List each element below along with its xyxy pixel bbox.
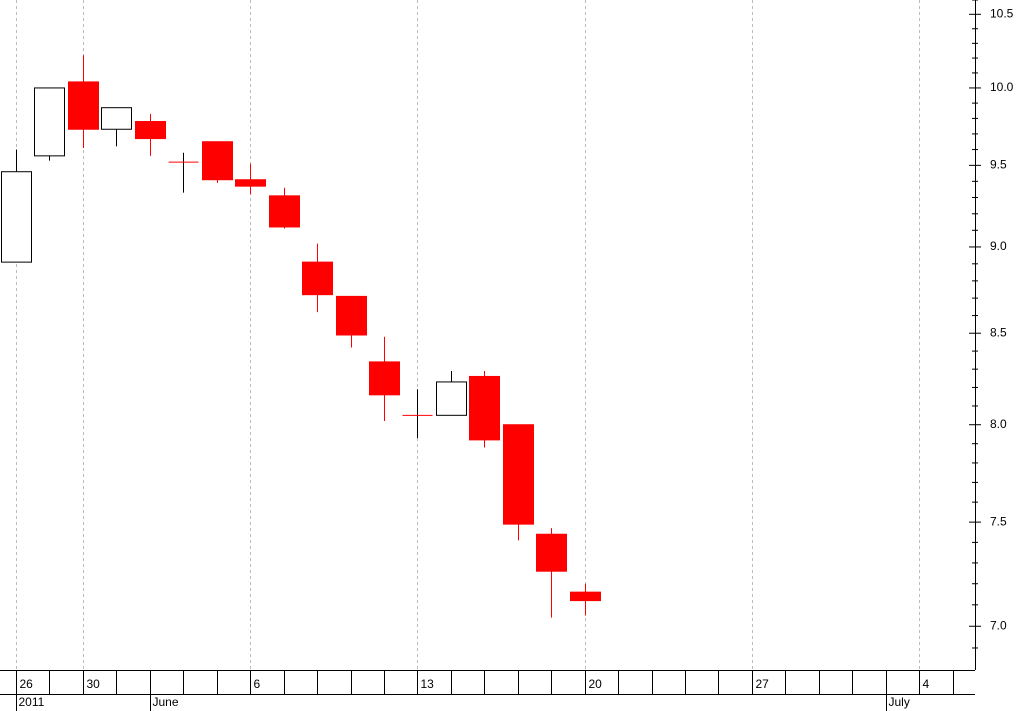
candle-body	[34, 87, 65, 157]
candle-body	[469, 375, 500, 441]
candle-body	[369, 361, 400, 396]
candle-body	[570, 591, 601, 602]
x-tick-label: 13	[421, 677, 435, 691]
candle-body	[1, 171, 32, 263]
candle-body	[269, 195, 300, 228]
x-tick-label: 27	[756, 677, 770, 691]
y-tick-label: 7.0	[990, 618, 1007, 632]
period-label: 2011	[19, 695, 45, 709]
y-tick-label: 7.5	[990, 514, 1007, 528]
candle-body	[101, 107, 132, 130]
x-tick-label: 26	[20, 677, 34, 691]
y-tick-label: 8.0	[990, 417, 1007, 431]
y-tick-label: 10.0	[990, 80, 1014, 94]
candle-body	[503, 424, 534, 525]
period-label: June	[153, 695, 179, 709]
candle-body	[536, 533, 567, 572]
y-tick-label: 9.0	[990, 239, 1007, 253]
y-tick-label: 9.5	[990, 158, 1007, 172]
x-tick-label: 4	[923, 677, 930, 691]
candle-body	[68, 81, 99, 130]
candle-body	[436, 381, 467, 416]
candle-body	[235, 179, 266, 187]
candle-body	[202, 141, 233, 181]
y-tick-label: 10.5	[990, 6, 1014, 20]
x-tick-label: 20	[589, 677, 603, 691]
candle-body	[302, 261, 333, 296]
candle-body	[135, 121, 166, 140]
candle-body	[336, 295, 367, 336]
x-tick-label: 30	[87, 677, 101, 691]
x-tick-label: 6	[254, 677, 261, 691]
y-tick-label: 8.5	[990, 325, 1007, 339]
period-label: July	[889, 695, 910, 709]
